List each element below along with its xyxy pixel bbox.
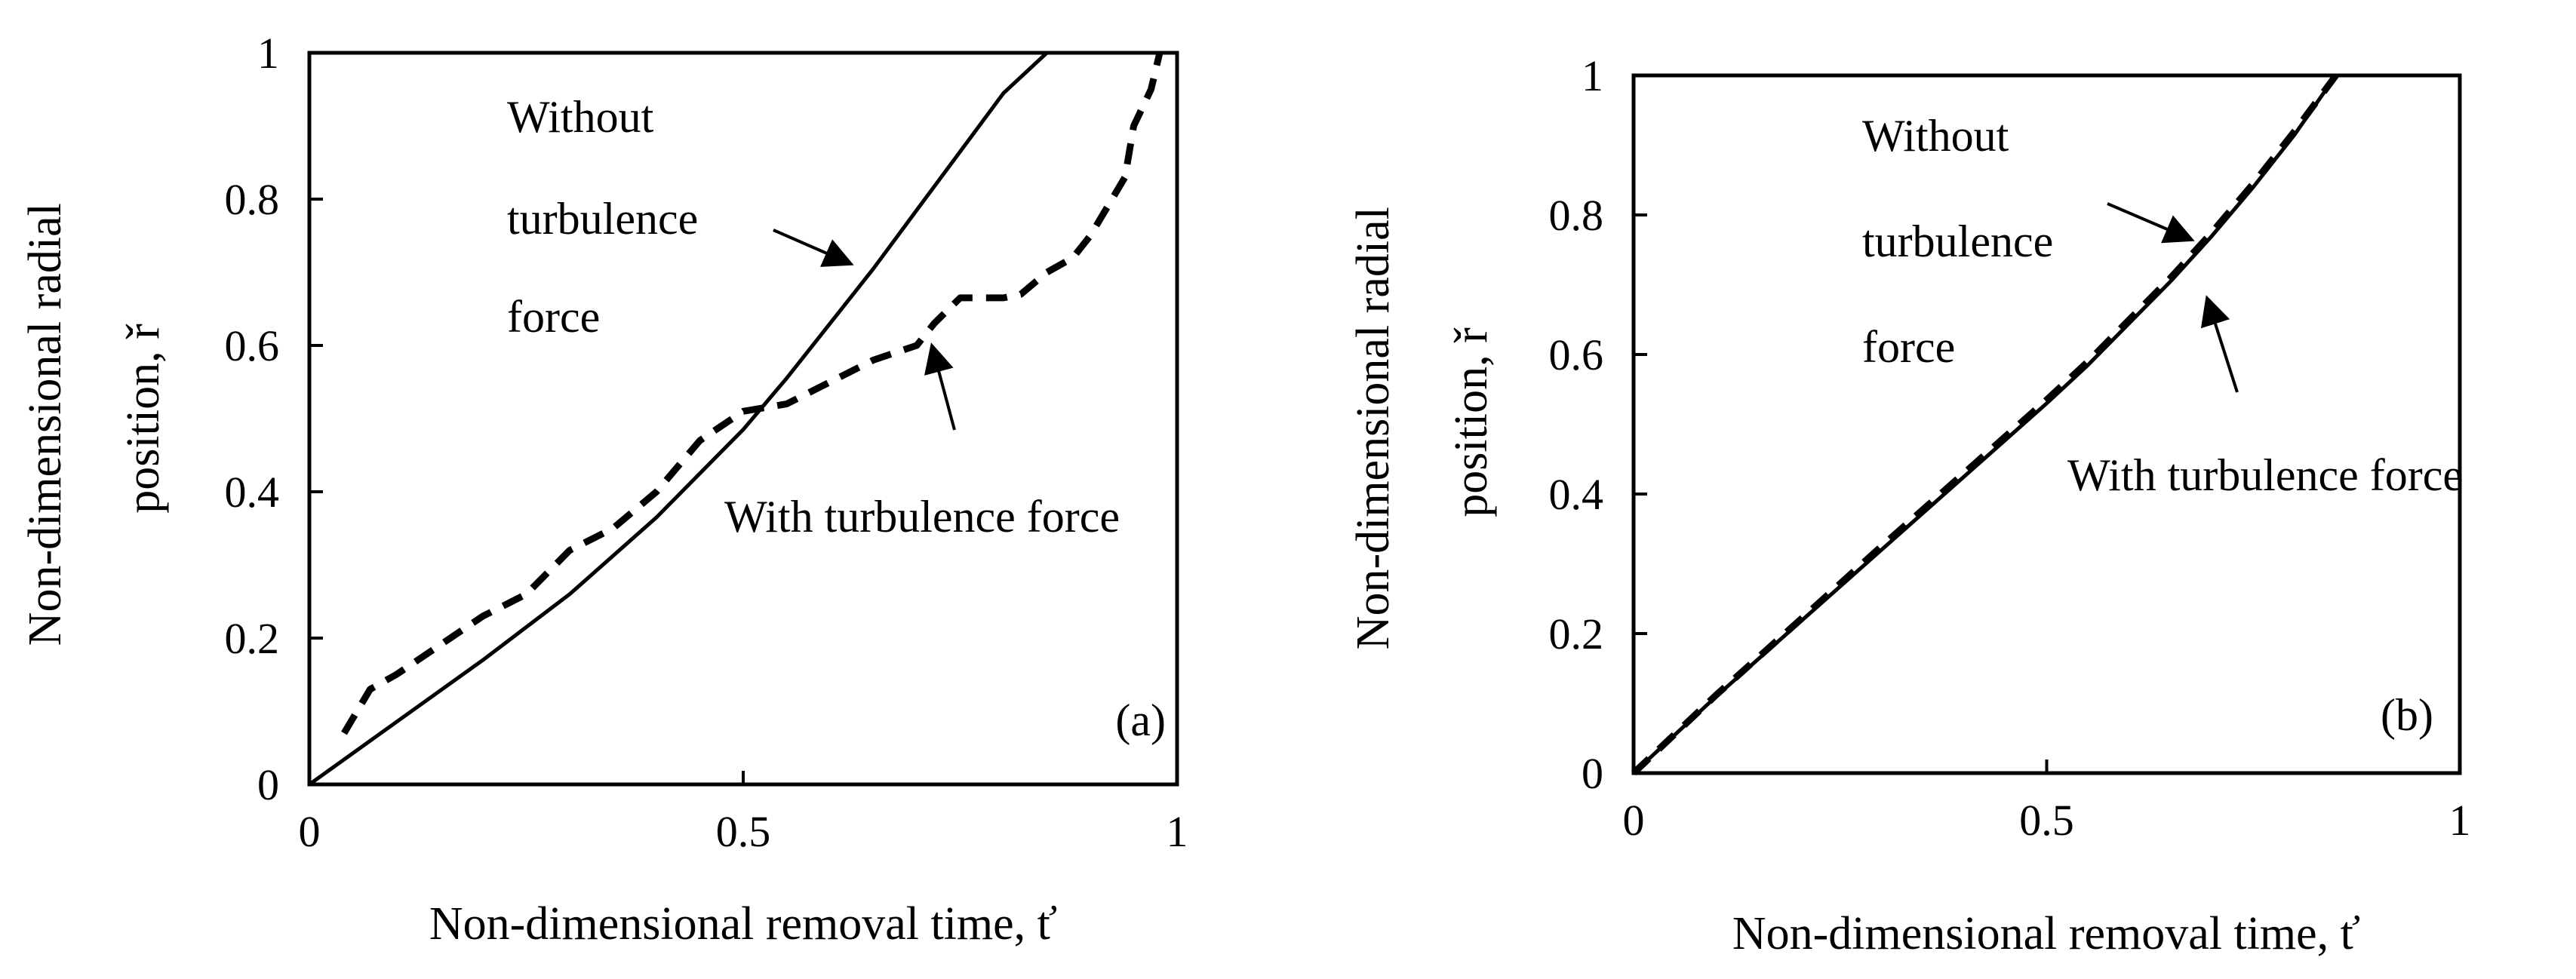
series-group-a	[308, 51, 1164, 787]
x-tick-label-b: 1	[2449, 796, 2471, 845]
y-axis-label-a-line-1: Non-dimensional radial	[20, 203, 71, 646]
plot-frame-a	[307, 51, 1179, 787]
axis-ticks-a: 0 0.5 1 0 0.2 0.4 0.6 0.8 1	[225, 29, 1188, 856]
y-axis-label-b: Non-dimensional radial position, ř	[1348, 195, 1497, 650]
annotation-without-a-line-2: turbulence	[507, 194, 698, 244]
arrow-without-turbulence-b	[2107, 202, 2195, 244]
annotation-without-b-line-1: Without	[1862, 111, 2009, 161]
annotation-without-a-line-3: force	[507, 292, 600, 342]
y-tick-label-a: 0.2	[225, 614, 280, 663]
y-axis-label-a: Non-dimensional radial position, ř	[20, 192, 169, 646]
annotation-without-b-line-2: turbulence	[1862, 216, 2053, 266]
y-tick-label-a: 0	[257, 760, 279, 809]
series-without-turbulence-line-b	[1632, 74, 2338, 775]
x-tick-label-a: 1	[1167, 807, 1188, 856]
panel-label-b: (b)	[2381, 690, 2433, 740]
y-tick-label-b: 0	[1582, 749, 1603, 798]
y-axis-label-a-line-2: position, ř	[118, 324, 169, 514]
axis-ticks-b: 0 0.5 1 0 0.2 0.4 0.6 0.8 1	[1549, 51, 2471, 845]
series-group-b	[1631, 73, 2339, 776]
y-tick-label-a: 0.6	[225, 321, 280, 370]
chart-panel-b: 0 0.5 1 0 0.2 0.4 0.6 0.8 1 Non-dimensional remo…	[1348, 51, 2471, 959]
y-tick-label-b: 0.6	[1549, 330, 1604, 379]
y-tick-label-a: 0.8	[225, 175, 280, 224]
y-tick-label-b: 0.2	[1549, 609, 1604, 658]
series-with-turbulence-line-b	[1631, 73, 2339, 776]
x-tick-label-a: 0.5	[716, 807, 771, 856]
y-axis-label-b-line-1: Non-dimensional radial	[1348, 207, 1399, 649]
arrow-with-turbulence-a	[924, 342, 956, 431]
panel-label-a: (a)	[1115, 695, 1166, 745]
annotation-without-turbulence-a: Without turbulence force	[507, 92, 709, 342]
x-tick-label-b: 0	[1623, 796, 1645, 845]
y-axis-label-b-line-2: position, ř	[1446, 327, 1497, 517]
annotation-without-b-line-3: force	[1862, 322, 1955, 372]
x-axis-label-b: Non-dimensional removal time, ť	[1732, 908, 2360, 959]
y-tick-label-b: 0.8	[1549, 191, 1604, 240]
x-tick-label-b: 0.5	[2019, 796, 2074, 845]
series-with-turbulence-line-a	[341, 51, 1164, 735]
chart-panel-a: 0 0.5 1 0 0.2 0.4 0.6 0.8 1 Non-dimensional remo…	[20, 29, 1188, 950]
y-tick-label-b: 0.4	[1549, 470, 1604, 519]
x-axis-label-a: Non-dimensional removal time, ť	[429, 898, 1057, 950]
arrow-without-turbulence-a	[773, 229, 854, 267]
series-without-turbulence-line-a	[308, 51, 1049, 787]
plot-frame-b	[1631, 73, 2462, 775]
arrow-with-turbulence-b	[2200, 295, 2239, 393]
annotation-without-a-line-1: Without	[507, 92, 654, 142]
y-tick-label-a: 1	[257, 29, 279, 78]
annotation-with-turbulence-b: With turbulence force	[2067, 450, 2463, 500]
y-tick-label-b: 1	[1582, 51, 1603, 100]
y-tick-label-a: 0.4	[225, 468, 280, 517]
annotation-with-turbulence-a: With turbulence force	[724, 492, 1120, 542]
annotation-without-turbulence-b: Without turbulence force	[1862, 111, 2064, 372]
x-tick-label-a: 0	[299, 807, 321, 856]
